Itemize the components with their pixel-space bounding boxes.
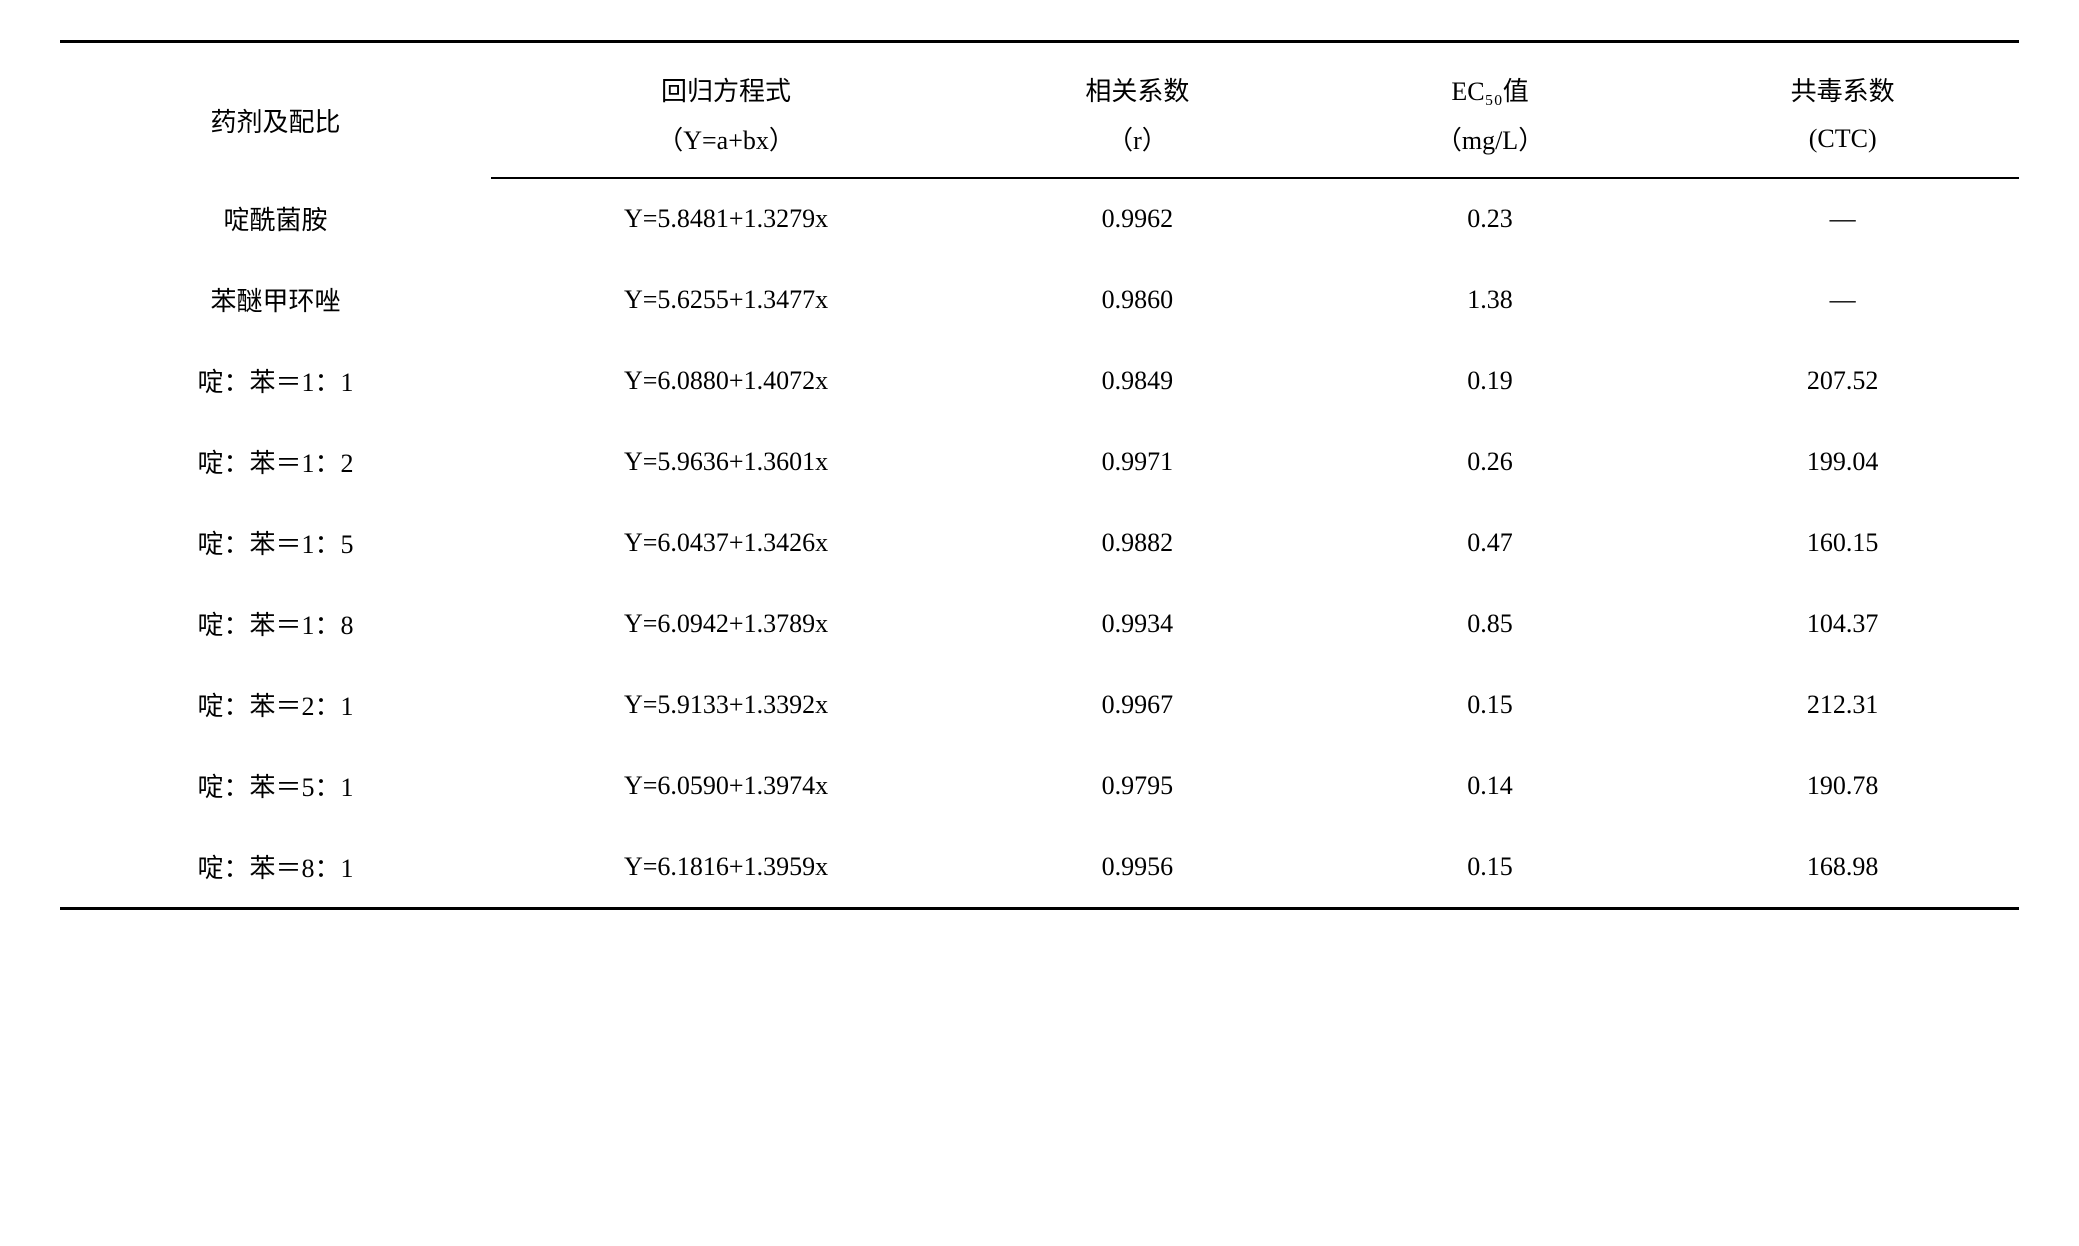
table-row: 啶：苯＝1：2 Y=5.9636+1.3601x 0.9971 0.26 199… bbox=[60, 421, 2019, 502]
cell-agent: 苯醚甲环唑 bbox=[60, 259, 491, 340]
table-row: 苯醚甲环唑 Y=5.6255+1.3477x 0.9860 1.38 — bbox=[60, 259, 2019, 340]
cell-eq: Y=6.0437+1.3426x bbox=[491, 502, 961, 583]
col-header-ec: EC₅₀值 bbox=[1314, 42, 1667, 117]
table-row: 啶：苯＝1：1 Y=6.0880+1.4072x 0.9849 0.19 207… bbox=[60, 340, 2019, 421]
cell-ctc: 104.37 bbox=[1666, 583, 2019, 664]
cell-agent: 啶：苯＝5：1 bbox=[60, 745, 491, 826]
cell-ctc: 190.78 bbox=[1666, 745, 2019, 826]
cell-ec: 0.47 bbox=[1314, 502, 1667, 583]
cell-eq: Y=6.1816+1.3959x bbox=[491, 826, 961, 909]
col-subheader-ec: （mg/L） bbox=[1314, 116, 1667, 178]
cell-eq: Y=5.9133+1.3392x bbox=[491, 664, 961, 745]
col-header-ctc: 共毒系数 bbox=[1666, 42, 2019, 117]
cell-ec: 0.19 bbox=[1314, 340, 1667, 421]
cell-eq: Y=6.0590+1.3974x bbox=[491, 745, 961, 826]
cell-ec: 0.26 bbox=[1314, 421, 1667, 502]
cell-agent: 啶：苯＝1：1 bbox=[60, 340, 491, 421]
cell-ctc: — bbox=[1666, 259, 2019, 340]
col-subheader-ctc: (CTC) bbox=[1666, 116, 2019, 178]
cell-ctc: 160.15 bbox=[1666, 502, 2019, 583]
table-row: 啶：苯＝5：1 Y=6.0590+1.3974x 0.9795 0.14 190… bbox=[60, 745, 2019, 826]
cell-ec: 1.38 bbox=[1314, 259, 1667, 340]
cell-r: 0.9934 bbox=[961, 583, 1314, 664]
cell-eq: Y=6.0880+1.4072x bbox=[491, 340, 961, 421]
col-subheader-eq: （Y=a+bx） bbox=[491, 116, 961, 178]
table-row: 啶：苯＝8：1 Y=6.1816+1.3959x 0.9956 0.15 168… bbox=[60, 826, 2019, 909]
col-subheader-r: （r） bbox=[961, 116, 1314, 178]
cell-ec: 0.14 bbox=[1314, 745, 1667, 826]
cell-agent: 啶：苯＝1：2 bbox=[60, 421, 491, 502]
cell-r: 0.9882 bbox=[961, 502, 1314, 583]
cell-r: 0.9971 bbox=[961, 421, 1314, 502]
cell-ec: 0.15 bbox=[1314, 664, 1667, 745]
cell-eq: Y=5.9636+1.3601x bbox=[491, 421, 961, 502]
table-row: 啶酰菌胺 Y=5.8481+1.3279x 0.9962 0.23 — bbox=[60, 178, 2019, 259]
table-header-row-main: 药剂及配比 回归方程式 相关系数 EC₅₀值 共毒系数 bbox=[60, 42, 2019, 117]
cell-ec: 0.85 bbox=[1314, 583, 1667, 664]
cell-agent: 啶：苯＝1：5 bbox=[60, 502, 491, 583]
cell-ctc: 168.98 bbox=[1666, 826, 2019, 909]
cell-agent: 啶：苯＝2：1 bbox=[60, 664, 491, 745]
cell-ctc: 199.04 bbox=[1666, 421, 2019, 502]
table-row: 啶：苯＝1：5 Y=6.0437+1.3426x 0.9882 0.47 160… bbox=[60, 502, 2019, 583]
cell-r: 0.9860 bbox=[961, 259, 1314, 340]
cell-agent: 啶：苯＝1：8 bbox=[60, 583, 491, 664]
cell-agent: 啶酰菌胺 bbox=[60, 178, 491, 259]
cell-r: 0.9967 bbox=[961, 664, 1314, 745]
cell-ec: 0.23 bbox=[1314, 178, 1667, 259]
col-header-agent: 药剂及配比 bbox=[60, 42, 491, 179]
cell-ctc: 212.31 bbox=[1666, 664, 2019, 745]
cell-r: 0.9956 bbox=[961, 826, 1314, 909]
col-header-eq: 回归方程式 bbox=[491, 42, 961, 117]
cell-eq: Y=5.6255+1.3477x bbox=[491, 259, 961, 340]
cell-r: 0.9849 bbox=[961, 340, 1314, 421]
table-row: 啶：苯＝2：1 Y=5.9133+1.3392x 0.9967 0.15 212… bbox=[60, 664, 2019, 745]
cell-ctc: — bbox=[1666, 178, 2019, 259]
table-row: 啶：苯＝1：8 Y=6.0942+1.3789x 0.9934 0.85 104… bbox=[60, 583, 2019, 664]
toxicity-table: 药剂及配比 回归方程式 相关系数 EC₅₀值 共毒系数 （Y=a+bx） （r）… bbox=[60, 40, 2019, 910]
cell-eq: Y=6.0942+1.3789x bbox=[491, 583, 961, 664]
cell-ec: 0.15 bbox=[1314, 826, 1667, 909]
cell-agent: 啶：苯＝8：1 bbox=[60, 826, 491, 909]
col-header-r: 相关系数 bbox=[961, 42, 1314, 117]
cell-ctc: 207.52 bbox=[1666, 340, 2019, 421]
cell-r: 0.9795 bbox=[961, 745, 1314, 826]
cell-eq: Y=5.8481+1.3279x bbox=[491, 178, 961, 259]
cell-r: 0.9962 bbox=[961, 178, 1314, 259]
table-body: 啶酰菌胺 Y=5.8481+1.3279x 0.9962 0.23 — 苯醚甲环… bbox=[60, 178, 2019, 909]
